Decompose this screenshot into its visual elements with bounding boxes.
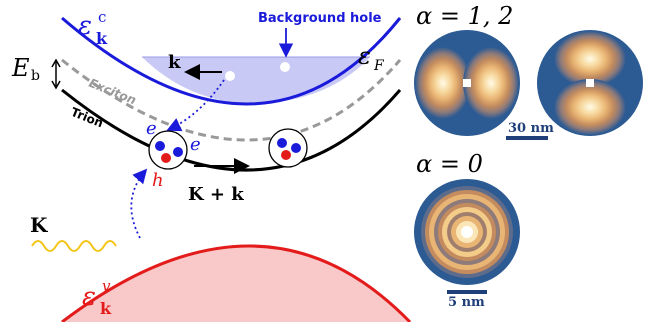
conduction-band-curve — [61, 16, 402, 106]
trion-2-hole — [281, 150, 291, 160]
alpha-12-label: α = 1, 2 — [416, 2, 513, 30]
trion-1-hole-label: h — [152, 170, 164, 191]
trion-1-hole — [161, 153, 171, 163]
trion-complex-2 — [268, 128, 308, 168]
background-hole-dot — [280, 62, 290, 72]
trion-complex-1 — [148, 130, 188, 170]
exciton-band-curve — [61, 58, 402, 142]
valence-band-sub: k — [100, 299, 112, 318]
wavefunction-alpha2-panel — [537, 30, 643, 136]
exciton-label: Exciton — [87, 76, 138, 108]
wavefunction-alpha1-panel — [414, 30, 520, 136]
conduction-band-label: ε — [78, 11, 92, 41]
valence-band-fill — [62, 246, 410, 322]
valence-band-label: ε — [82, 282, 96, 312]
fermi-sub: F — [373, 58, 385, 74]
initial-hole-dot — [225, 71, 235, 81]
background-hole-label: Background hole — [258, 11, 382, 26]
conduction-band-sup: c — [98, 8, 106, 26]
trion-1-electron-label-2: e — [190, 134, 201, 155]
conduction-band-sub: k — [96, 29, 108, 48]
trion-2-electron-a — [277, 138, 287, 148]
binding-energy-arrowhead-top — [51, 58, 61, 68]
trion-1-electron-a — [155, 141, 165, 151]
total-momentum-label: K + k — [188, 184, 244, 205]
trion-1-electron-b — [173, 147, 183, 157]
wavefunction-alpha0-panel — [414, 179, 520, 285]
alpha-0-label: α = 0 — [416, 150, 483, 178]
scale-bar-top — [506, 136, 548, 140]
k-label: k — [168, 52, 181, 73]
scale-bar-bottom — [447, 290, 487, 294]
binding-energy-label: E — [11, 54, 30, 82]
binding-energy-arrowhead-bottom — [51, 80, 61, 90]
binding-energy-sub: b — [31, 68, 40, 84]
valence-band-curve — [61, 244, 412, 322]
photon-momentum-label: K — [30, 213, 48, 237]
trion-2-electron-b — [291, 143, 301, 153]
fermi-label: ε — [358, 42, 371, 70]
valence-band-sup: v — [102, 277, 111, 295]
scale-bar-bottom-label: 5 nm — [448, 295, 485, 310]
trion-1-electron-label-1: e — [146, 118, 157, 139]
photon-absorption-path — [130, 168, 148, 239]
scale-bar-top-label: 30 nm — [508, 121, 554, 136]
photon-wave — [31, 240, 117, 252]
